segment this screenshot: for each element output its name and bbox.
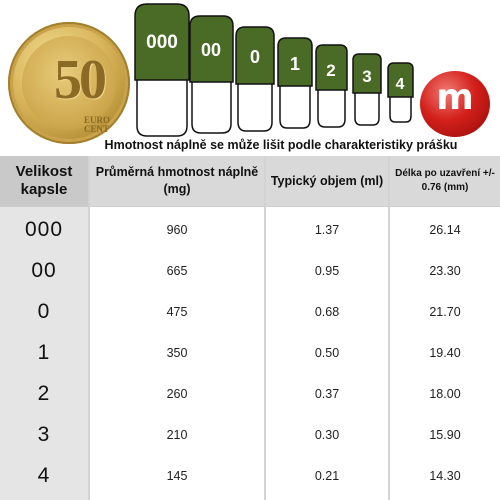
cell-length: 14.30 [429, 469, 461, 483]
illustration: 50 EURO CENT 000 00 0 1 [0, 0, 500, 155]
header-length: Délka po uzavření +/- 0.76 (mm) [390, 156, 500, 206]
capsule-label-4: 4 [396, 76, 405, 93]
cell-fill-weight: 350 [166, 346, 188, 360]
cell-volume: 0.50 [314, 346, 340, 360]
table-row: 0 475 0.68 21.70 [0, 291, 500, 333]
cell-fill-weight: 960 [166, 223, 188, 237]
header-volume: Typický objem (ml) [266, 156, 388, 206]
length-column-background [390, 206, 500, 500]
capsule-1: 1 [277, 37, 313, 129]
cell-fill-weight: 665 [166, 264, 188, 278]
table-row: 2 260 0.37 18.00 [0, 373, 500, 415]
cell-volume: 1.37 [314, 223, 340, 237]
fill-column-background [90, 206, 264, 500]
euro-coin-image: 50 EURO CENT [8, 22, 130, 144]
cell-size: 1 [37, 341, 51, 364]
header-size: Velikost kapsle [0, 156, 88, 206]
cell-length: 21.70 [429, 305, 461, 319]
cell-size: 0 [37, 300, 51, 323]
capsule-label-000: 000 [146, 32, 178, 53]
column-divider [88, 156, 90, 500]
cell-fill-weight: 210 [166, 428, 188, 442]
column-divider [388, 156, 390, 500]
capsule-label-3: 3 [362, 67, 371, 86]
cell-volume: 0.68 [314, 305, 340, 319]
coin-text: EURO CENT [84, 116, 110, 134]
coin-text-line1: EURO [84, 115, 111, 125]
cell-size: 4 [37, 464, 51, 487]
cell-length: 26.14 [429, 223, 461, 237]
cell-size: 3 [37, 423, 51, 446]
capsule-size-illustration: 000 00 0 1 2 3 [134, 3, 414, 137]
coin-text-line2: CENT [84, 124, 110, 134]
cell-size: 00 [31, 259, 57, 282]
capsule-2: 2 [315, 44, 348, 128]
capsule-size-table: Velikost kapsle Průměrná hmotnost náplně… [0, 156, 500, 500]
coin-face [22, 36, 116, 130]
capsule-3: 3 [352, 53, 382, 126]
capsule-label-0: 0 [250, 47, 260, 67]
capsule-label-1: 1 [290, 54, 300, 74]
table-row: 000 960 1.37 26.14 [0, 209, 500, 251]
cell-size: 000 [24, 218, 64, 241]
table-row: 00 665 0.95 23.30 [0, 250, 500, 292]
capsule-0: 0 [235, 26, 275, 132]
table-row: 3 210 0.30 15.90 [0, 414, 500, 456]
cell-volume: 0.30 [314, 428, 340, 442]
candy-image: m [420, 71, 490, 137]
capsule-000: 000 [134, 3, 190, 137]
candy-letter: m [436, 77, 474, 118]
cell-size: 2 [37, 382, 51, 405]
cell-length: 15.90 [429, 428, 461, 442]
cell-length: 23.30 [429, 264, 461, 278]
cell-fill-weight: 260 [166, 387, 188, 401]
header-divider [0, 206, 500, 207]
fill-weight-note: Hmotnost náplně se může lišit podle char… [104, 138, 458, 152]
size-column-background [0, 206, 88, 500]
coin-value: 50 [54, 49, 107, 111]
header-fill-weight: Průměrná hmotnost náplně (mg) [90, 156, 264, 206]
capsule-00: 00 [189, 15, 234, 134]
cell-length: 19.40 [429, 346, 461, 360]
capsule-label-00: 00 [201, 40, 221, 60]
cell-volume: 0.21 [314, 469, 340, 483]
cell-volume: 0.95 [314, 264, 340, 278]
cell-length: 18.00 [429, 387, 461, 401]
column-divider [264, 156, 266, 500]
volume-column-background [266, 206, 388, 500]
cell-fill-weight: 145 [166, 469, 188, 483]
capsule-4: 4 [387, 62, 414, 123]
table-row: 1 350 0.50 19.40 [0, 332, 500, 374]
cell-fill-weight: 475 [166, 305, 188, 319]
cell-volume: 0.37 [314, 387, 340, 401]
table-row: 4 145 0.21 14.30 [0, 455, 500, 497]
capsule-label-2: 2 [326, 61, 335, 80]
